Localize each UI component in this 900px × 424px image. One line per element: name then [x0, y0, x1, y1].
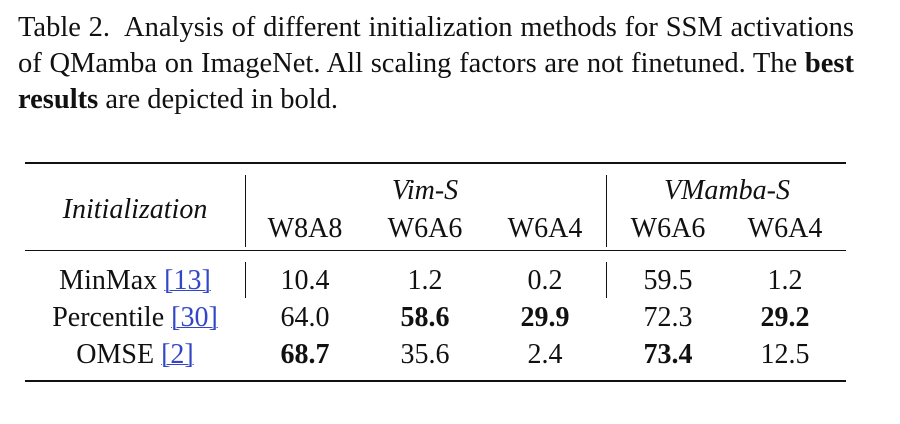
row-label: Percentile [30] [52, 302, 218, 334]
cell: 12.5 [760, 339, 810, 370]
cell: 59.5 [643, 265, 693, 296]
caption-text: Analysis of different initialization met… [18, 12, 854, 79]
citation: [13] [164, 265, 211, 296]
v-rule [245, 175, 246, 247]
cell: 68.7 [280, 339, 330, 370]
top-rule [25, 162, 846, 164]
cell: 72.3 [643, 302, 693, 333]
citation: [2] [161, 339, 194, 370]
cell: 2.4 [527, 339, 563, 370]
column-header: W6A4 [747, 213, 823, 244]
cell: 29.2 [760, 302, 810, 333]
method-name: OMSE [76, 339, 155, 370]
column-header: W6A6 [630, 213, 706, 244]
cell: 64.0 [280, 302, 330, 333]
cell: 10.4 [280, 265, 330, 296]
caption-label: Table 2. [18, 12, 111, 43]
bottom-rule [25, 380, 846, 382]
caption-end: are depicted in bold. [105, 84, 339, 115]
cell: 1.2 [767, 265, 803, 296]
column-header: W6A6 [387, 213, 463, 244]
v-rule [606, 262, 607, 298]
caption-bold: best results [18, 48, 855, 115]
method-name: MinMax [59, 265, 158, 296]
method-name: Percentile [52, 302, 165, 333]
column-header: W8A8 [267, 213, 343, 244]
cell: 73.4 [643, 339, 693, 370]
mid-rule [25, 250, 846, 251]
cell: 35.6 [400, 339, 450, 370]
row-header: Initialization [62, 194, 208, 225]
caption: Table 2. Analysis of different initializ… [18, 10, 854, 118]
group-header: Vim-S [391, 175, 459, 206]
row-label: OMSE [2] [76, 339, 193, 371]
v-rule [606, 175, 607, 247]
group-header: VMamba-S [664, 175, 790, 206]
cell: 29.9 [520, 302, 570, 333]
cell: 0.2 [527, 265, 563, 296]
cell: 58.6 [400, 302, 450, 333]
column-header: W6A4 [507, 213, 583, 244]
v-rule [245, 262, 246, 298]
citation: [30] [171, 302, 218, 333]
cell: 1.2 [407, 265, 443, 296]
row-label: MinMax [13] [59, 265, 211, 297]
